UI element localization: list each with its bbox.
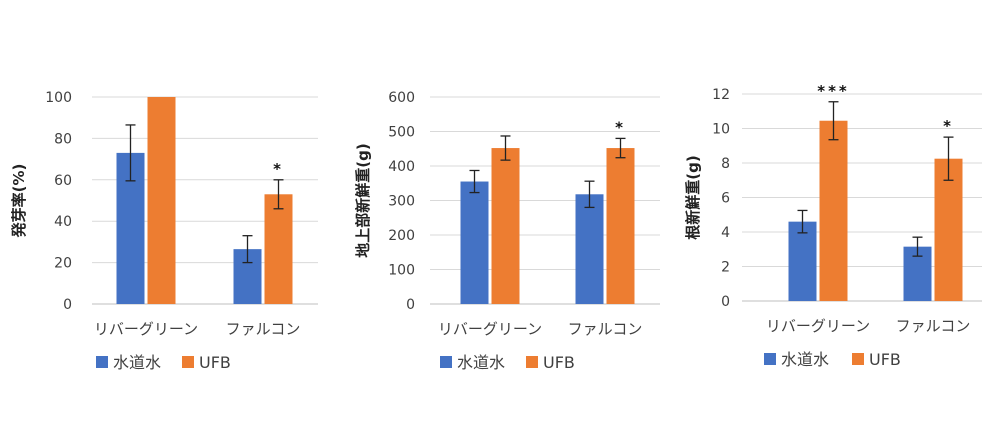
legend-swatch (764, 353, 776, 365)
y-tick-label: 200 (388, 228, 415, 244)
y-tick-label: 600 (388, 90, 415, 106)
y-tick-label: 0 (406, 297, 415, 313)
y-axis-label: 地上部新鮮重(g) (354, 143, 372, 257)
y-tick-label: 0 (63, 297, 72, 313)
y-tick-label: 60 (54, 173, 72, 189)
legend-label: 水道水 (781, 350, 829, 369)
legend-label: UFB (543, 353, 575, 372)
bar-ufb (934, 158, 963, 301)
y-tick-label: 8 (721, 156, 730, 172)
bar-ufb (147, 97, 176, 304)
bar-ufb (491, 148, 520, 304)
category-label: ファルコン (568, 320, 643, 338)
y-axis-label: 根新鮮重(g) (684, 155, 702, 239)
legend-swatch (96, 356, 108, 368)
y-tick-label: 100 (388, 263, 415, 279)
category-label: ファルコン (226, 320, 301, 338)
legend-label: 水道水 (113, 353, 161, 372)
y-tick-label: 40 (54, 214, 72, 230)
category-label: ファルコン (896, 317, 971, 335)
significance-marker: *** (817, 82, 850, 100)
significance-marker: * (615, 118, 626, 136)
y-tick-label: 2 (721, 260, 730, 276)
legend-label: UFB (869, 350, 901, 369)
legend-swatch (852, 353, 864, 365)
y-tick-label: 10 (712, 122, 730, 138)
y-tick-label: 20 (54, 256, 72, 272)
y-axis-label: 発芽率(%) (10, 164, 28, 239)
legend-swatch (440, 356, 452, 368)
category-label: リバーグリーン (438, 320, 542, 338)
bar-ufb (264, 194, 293, 304)
bar-ufb (819, 120, 848, 301)
y-tick-label: 400 (388, 159, 415, 175)
legend-swatch (182, 356, 194, 368)
bar-tap (460, 181, 489, 304)
bar-tap (788, 221, 817, 301)
y-tick-label: 300 (388, 194, 415, 210)
y-tick-label: 12 (712, 87, 730, 103)
bar-tap (575, 194, 604, 304)
legend-swatch (526, 356, 538, 368)
legend-label: 水道水 (457, 353, 505, 372)
legend-label: UFB (199, 353, 231, 372)
category-label: リバーグリーン (766, 317, 870, 335)
category-label: リバーグリーン (94, 320, 198, 338)
significance-marker: * (943, 117, 954, 135)
significance-marker: * (273, 160, 284, 178)
y-tick-label: 4 (721, 225, 730, 241)
chart-panel-2: 0 100 200 300 400 500 600 地上部新鮮重(g) リバーグリーン ファルコン… (354, 90, 660, 372)
y-tick-label: 80 (54, 131, 72, 147)
y-tick-label: 500 (388, 125, 415, 141)
bar-ufb (606, 148, 635, 304)
chart-panel-1: 0 20 40 60 80 100 発芽率(%) リバーグリーン ファルコン * 水道水 UFB (10, 90, 318, 372)
y-tick-label: 0 (721, 294, 730, 310)
y-tick-label: 100 (45, 90, 72, 106)
y-tick-label: 6 (721, 191, 730, 207)
